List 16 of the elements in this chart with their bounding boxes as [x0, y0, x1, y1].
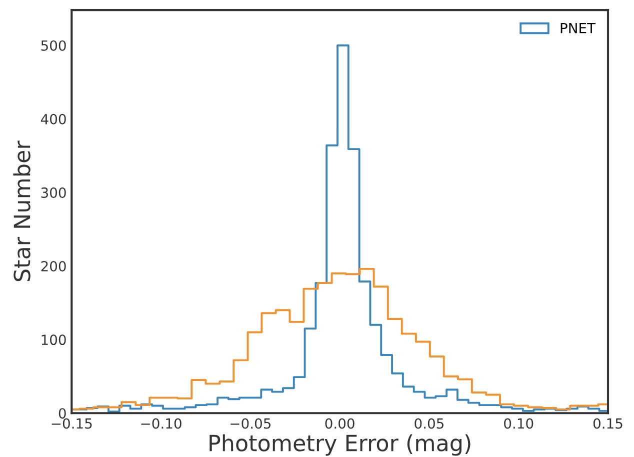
y-tick-label: 0 [58, 408, 66, 419]
x-tick-label: −0.10 [141, 418, 182, 429]
y-tick-label: 200 [41, 260, 66, 272]
y-tick-label: 400 [40, 114, 66, 124]
y-tick-label: 300 [41, 187, 66, 198]
y-tick-label: 100 [42, 334, 66, 346]
x-tick-label: 0.05 [414, 418, 444, 429]
y-tick-label: 500 [41, 40, 66, 51]
x-tick-label: 0.00 [325, 418, 354, 429]
legend-label: PNET [560, 22, 596, 34]
y-axis-title: Star Number [13, 140, 30, 282]
x-tick-label: 0.10 [504, 418, 534, 429]
x-tick-label: −0.15 [52, 418, 92, 429]
x-axis-title: Photometry Error (mag) [210, 434, 470, 456]
x-tick-label: 0.15 [593, 418, 622, 429]
x-tick-label: −0.05 [230, 418, 270, 429]
